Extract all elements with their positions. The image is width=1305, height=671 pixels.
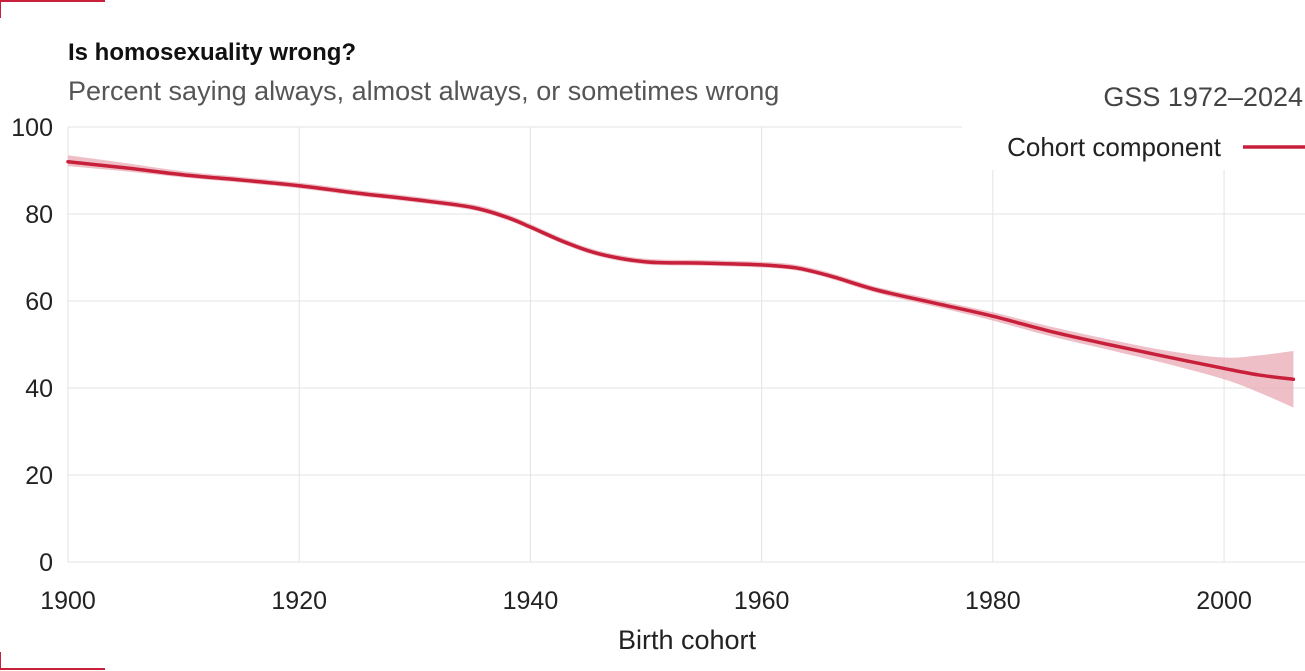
y-tick-label: 60 [25,288,53,316]
series-line-cohort-component [66,160,1296,382]
x-axis-title: Birth cohort [618,625,757,655]
x-tick-label: 1920 [271,587,327,615]
chart-title: Is homosexuality wrong? [68,39,356,66]
x-axis-ticks: 1900 1920 1940 1960 1980 2000 [40,587,1252,615]
chart-source: GSS 1972–2024 [1103,82,1303,112]
confidence-band [68,155,1294,408]
chart-subtitle: Percent saying always, almost always, or… [68,76,779,106]
x-tick-label: 1940 [503,587,559,615]
x-tick-label: 2000 [1196,587,1252,615]
series-line-layer [66,160,1296,382]
y-axis-ticks: 0 20 40 60 80 100 [11,114,53,577]
y-tick-label: 0 [39,549,53,577]
y-tick-label: 80 [25,201,53,229]
x-tick-label: 1980 [965,587,1021,615]
top-left-corner-bracket [0,0,105,18]
x-tick-label: 1960 [734,587,790,615]
y-tick-label: 100 [11,114,53,142]
grid [67,126,1305,563]
y-tick-label: 20 [25,462,53,490]
y-tick-label: 40 [25,375,53,403]
x-tick-label: 1900 [40,587,96,615]
confidence-band-layer [68,155,1294,408]
bottom-left-corner-bracket [0,652,105,670]
legend-label: Cohort component [1007,132,1222,162]
